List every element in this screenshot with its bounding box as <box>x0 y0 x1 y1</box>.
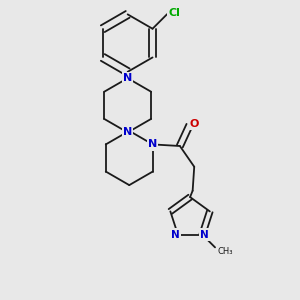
Text: CH₃: CH₃ <box>218 247 233 256</box>
Text: N: N <box>123 128 132 137</box>
Text: N: N <box>148 140 158 149</box>
Text: N: N <box>171 230 180 240</box>
Text: N: N <box>123 73 132 83</box>
Text: O: O <box>190 119 199 129</box>
Text: Cl: Cl <box>168 8 180 18</box>
Text: N: N <box>200 230 209 240</box>
